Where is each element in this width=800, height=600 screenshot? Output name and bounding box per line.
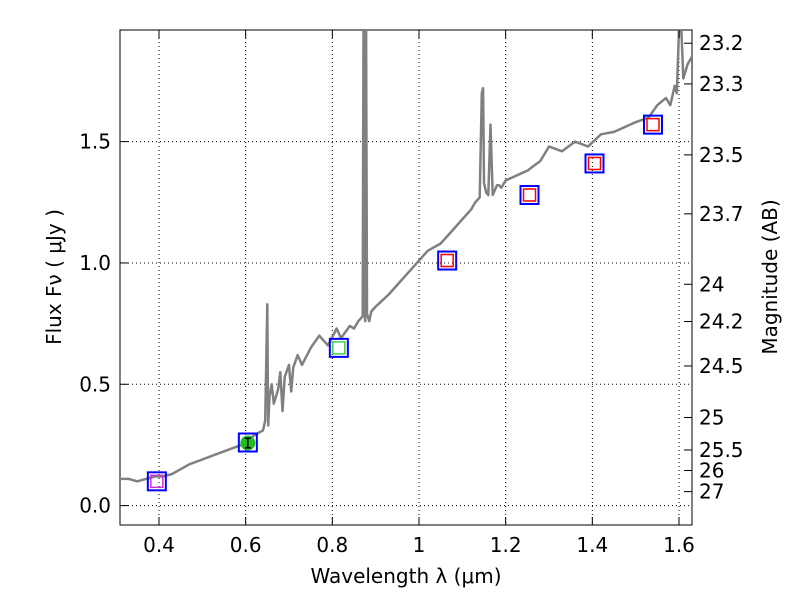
model-photometry-box xyxy=(519,185,540,205)
magnitude-tick-label: 24.5 xyxy=(699,354,744,378)
magnitude-tick-label: 23.7 xyxy=(699,202,744,226)
magnitude-tick-label: 23.5 xyxy=(699,143,744,167)
model-photometry-box xyxy=(584,153,605,174)
spectrum-line xyxy=(120,30,692,483)
photometry-box xyxy=(440,253,454,268)
model-photometry-box xyxy=(146,471,167,492)
model-photometry-box xyxy=(237,432,258,453)
photometry-box xyxy=(587,156,602,171)
model-photometry-box xyxy=(328,337,349,358)
photometry-box xyxy=(150,474,164,489)
x-tick-label: 1 xyxy=(413,533,426,557)
model-photometry-box xyxy=(437,250,458,271)
axis-ticks xyxy=(120,30,692,525)
magnitude-tick-label: 25 xyxy=(699,405,724,429)
photometry-box xyxy=(332,341,346,355)
x-tick-label: 0.4 xyxy=(143,533,175,557)
magnitude-tick-label: 25.5 xyxy=(699,438,744,462)
photometry-markers xyxy=(146,114,663,492)
tick-labels: 0.4 0.6 0.8 1 1.2 1.4 1.6 0.0 0.5 1.0 1.5 23.2 23.3 2… xyxy=(79,31,743,557)
plot-frame xyxy=(119,29,693,526)
spectrum-layer xyxy=(120,30,692,483)
magnitude-tick-label: 24 xyxy=(699,272,724,296)
x-tick-label: 0.6 xyxy=(230,533,262,557)
x-axis-title: Wavelength λ (μm) xyxy=(310,564,501,588)
magnitude-tick-label: 26 xyxy=(699,459,724,483)
magnitude-tick-label: 27 xyxy=(699,480,724,504)
magnitude-tick-label: 23.3 xyxy=(699,72,744,96)
magnitude-tick-label: 23.2 xyxy=(699,31,744,55)
photometry-box xyxy=(522,188,537,202)
magnitude-tick-label: 24.2 xyxy=(699,310,744,334)
y-tick-label: 0.0 xyxy=(79,494,111,518)
y-axis-title: Flux Fν ( μJy ) xyxy=(42,209,66,345)
x-tick-label: 1.4 xyxy=(576,533,608,557)
photometry-box xyxy=(646,117,660,132)
y2-axis-title: Magnitude (AB) xyxy=(758,199,782,354)
x-tick-label: 1.6 xyxy=(663,533,695,557)
y-tick-label: 1.5 xyxy=(79,130,111,154)
y-tick-label: 0.5 xyxy=(79,372,111,396)
model-photometry-box xyxy=(643,114,663,135)
x-tick-label: 1.2 xyxy=(490,533,522,557)
y-tick-label: 1.0 xyxy=(79,251,111,275)
x-tick-label: 0.8 xyxy=(316,533,348,557)
